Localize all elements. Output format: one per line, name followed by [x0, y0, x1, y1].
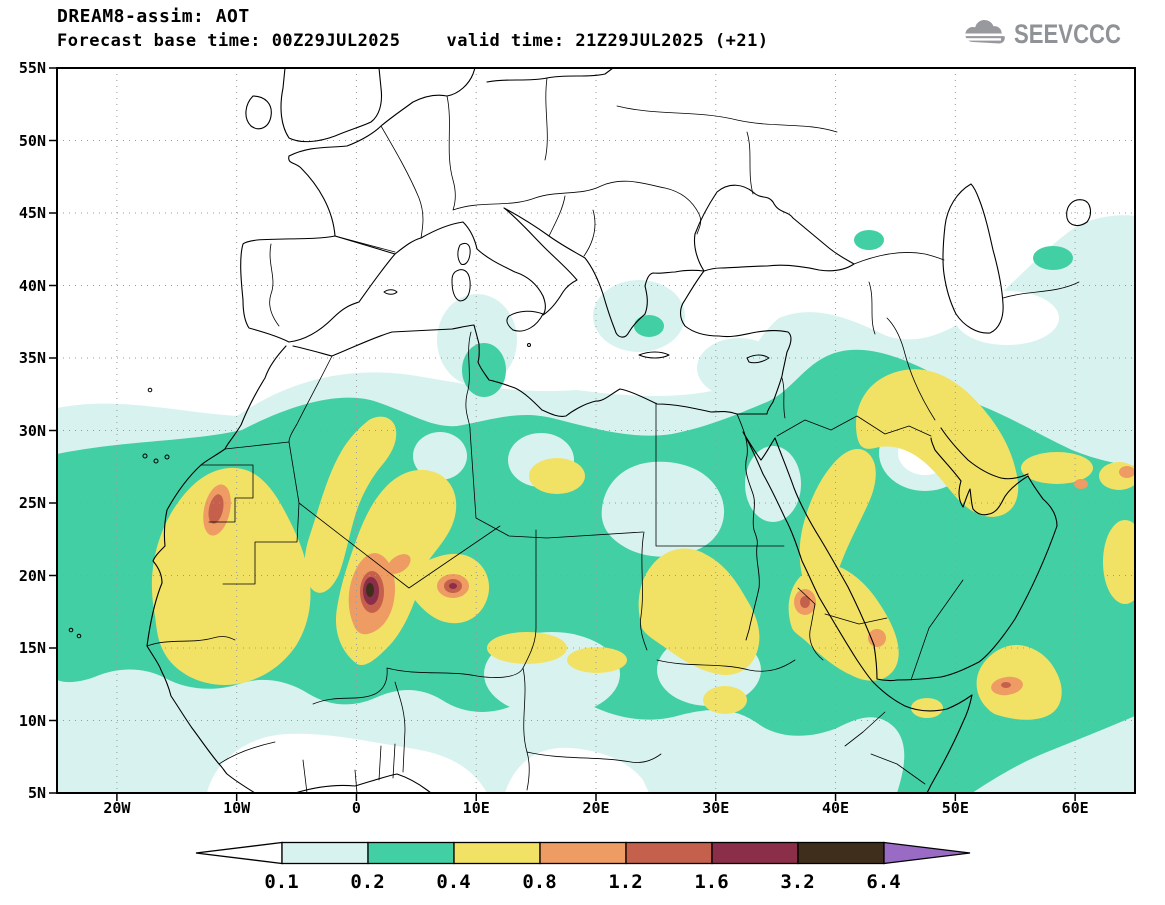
- aot-fill-layer: [57, 215, 1135, 793]
- borders-layer: [146, 77, 1080, 793]
- x-axis-tick-label: 10W: [223, 799, 251, 817]
- chart-subtitle: Forecast base time: 00Z29JUL2025 valid ti…: [57, 31, 769, 51]
- colorbar-label: 1.2: [608, 871, 643, 893]
- map-canvas: [49, 67, 1136, 801]
- x-axis-tick-label: 30E: [702, 799, 730, 817]
- y-axis-tick-label: 25N: [18, 494, 46, 512]
- colorbar-label: 0.1: [264, 871, 299, 893]
- grid-layer: [57, 68, 1135, 793]
- colorbar-segment: [452, 841, 541, 865]
- seevccc-logo: SEEVCCC: [961, 16, 1145, 52]
- colorbar-segment: [624, 841, 713, 865]
- map-frame: [49, 67, 1136, 801]
- y-axis-tick-label: 35N: [18, 349, 46, 367]
- colorbar-segment: [710, 841, 799, 865]
- forecast-base-time: Forecast base time: 00Z29JUL2025: [57, 31, 401, 51]
- logo-text: SEEVCCC: [1014, 18, 1122, 49]
- colorbar-segment: [366, 841, 455, 865]
- colorbar-label: 3.2: [780, 871, 815, 893]
- cloud-logo-icon: [961, 16, 1007, 52]
- colorbar-segment: [882, 841, 970, 865]
- colorbar-labels: 0.1 0.2 0.4 0.8 1.2 1.6 3.2 6.4: [194, 871, 972, 895]
- valid-time: valid time: 21Z29JUL2025 (+21): [446, 31, 769, 51]
- y-axis-tick-label: 40N: [18, 276, 46, 295]
- y-axis-tick-label: 5N: [27, 784, 46, 802]
- y-axis-tick-label: 55N: [18, 59, 46, 77]
- x-axis-tick-label: 0: [351, 799, 361, 817]
- x-axis-tick-label: 40E: [822, 799, 850, 817]
- colorbar-label: 0.8: [522, 871, 557, 893]
- y-axis-tick-label: 50N: [18, 131, 46, 150]
- y-axis-tick-label: 30N: [18, 421, 46, 440]
- y-axis-tick-label: 20N: [18, 566, 46, 585]
- colorbar-scale: [195, 841, 970, 865]
- map-border: [56, 67, 1136, 794]
- colorbar-label: 6.4: [866, 871, 901, 893]
- x-axis-tick-label: 10E: [462, 799, 490, 817]
- colorbar-label: 0.4: [436, 871, 471, 893]
- colorbar-segment: [195, 841, 283, 865]
- colorbar-segment: [280, 841, 369, 865]
- colorbar-label: 1.6: [694, 871, 729, 893]
- axis-ticks: [49, 67, 1076, 801]
- colorbar: 0.1 0.2 0.4 0.8 1.2 1.6 3.2 6.4: [194, 841, 972, 895]
- chart-title: DREAM8-assim: AOT: [57, 6, 250, 27]
- x-axis-tick-label: 20W: [103, 799, 131, 817]
- x-axis-tick-label: 20E: [582, 799, 610, 817]
- colorbar-label: 0.2: [350, 871, 385, 893]
- x-axis-tick-label: 60E: [1061, 799, 1089, 817]
- x-axis-tick-label: 50E: [941, 799, 969, 817]
- colorbar-segment: [538, 841, 627, 865]
- y-axis-tick-label: 15N: [18, 639, 46, 657]
- y-axis-tick-label: 45N: [18, 204, 46, 222]
- y-axis-tick-label: 10N: [18, 711, 46, 730]
- colorbar-segment: [796, 841, 885, 865]
